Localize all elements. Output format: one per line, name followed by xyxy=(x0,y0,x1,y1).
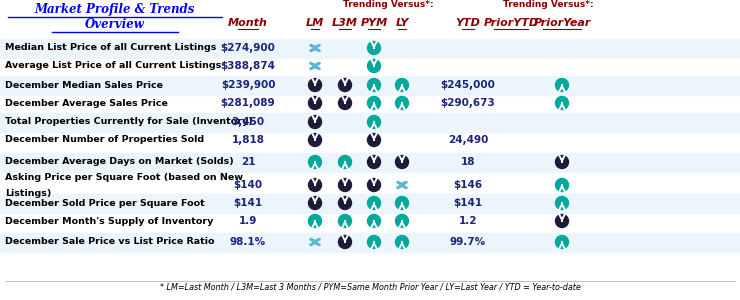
Circle shape xyxy=(395,214,408,227)
Circle shape xyxy=(368,178,380,191)
Circle shape xyxy=(395,196,408,209)
Circle shape xyxy=(309,178,321,191)
Text: $274,900: $274,900 xyxy=(221,43,275,53)
Text: Median List Price of all Current Listings: Median List Price of all Current Listing… xyxy=(5,44,216,52)
Circle shape xyxy=(338,79,352,92)
Text: L3M: L3M xyxy=(332,18,358,28)
Circle shape xyxy=(368,134,380,146)
Circle shape xyxy=(368,236,380,248)
Text: December Sale Price vs List Price Ratio: December Sale Price vs List Price Ratio xyxy=(5,238,215,247)
Circle shape xyxy=(309,134,321,146)
Circle shape xyxy=(368,155,380,169)
Text: Month: Month xyxy=(228,18,268,28)
Text: $388,874: $388,874 xyxy=(221,61,275,71)
Circle shape xyxy=(395,79,408,92)
Text: Total Properties Currently for Sale (Inventory): Total Properties Currently for Sale (Inv… xyxy=(5,118,253,127)
Text: PriorYear: PriorYear xyxy=(534,18,591,28)
Circle shape xyxy=(309,196,321,209)
Circle shape xyxy=(338,196,352,209)
Text: $141: $141 xyxy=(233,198,263,208)
Circle shape xyxy=(395,155,408,169)
Bar xyxy=(0,194,740,212)
Circle shape xyxy=(395,97,408,110)
Circle shape xyxy=(556,178,568,191)
Text: * LM=Last Month / L3M=Last 3 Months / PYM=Same Month Prior Year / LY=Last Year /: * LM=Last Month / L3M=Last 3 Months / PY… xyxy=(160,282,580,291)
Circle shape xyxy=(309,155,321,169)
Text: 1,818: 1,818 xyxy=(232,135,264,145)
Text: December Month's Supply of Inventory: December Month's Supply of Inventory xyxy=(5,217,213,226)
Text: $146: $146 xyxy=(454,180,482,190)
Text: Trending Versus*:: Trending Versus*: xyxy=(343,0,434,9)
Text: PriorYTD: PriorYTD xyxy=(483,18,539,28)
Text: 99.7%: 99.7% xyxy=(450,237,486,247)
Text: $281,089: $281,089 xyxy=(221,98,275,108)
Text: $245,000: $245,000 xyxy=(440,80,496,90)
Text: Trending Versus*:: Trending Versus*: xyxy=(502,0,593,9)
Text: $141: $141 xyxy=(454,198,482,208)
Text: LY: LY xyxy=(395,18,408,28)
Bar xyxy=(0,112,740,131)
Text: Market Profile & Trends: Market Profile & Trends xyxy=(35,3,195,16)
Text: December Number of Properties Sold: December Number of Properties Sold xyxy=(5,136,204,145)
Circle shape xyxy=(338,178,352,191)
Circle shape xyxy=(309,79,321,92)
Circle shape xyxy=(556,214,568,227)
Circle shape xyxy=(338,214,352,227)
Text: 1.9: 1.9 xyxy=(239,216,258,226)
Text: $290,673: $290,673 xyxy=(440,98,495,108)
Text: $239,900: $239,900 xyxy=(221,80,275,90)
Text: 24,490: 24,490 xyxy=(448,135,488,145)
Text: Average List Price of all Current Listings: Average List Price of all Current Listin… xyxy=(5,61,221,70)
Circle shape xyxy=(309,116,321,128)
Text: 21: 21 xyxy=(240,157,255,167)
Circle shape xyxy=(309,214,321,227)
Text: YTD: YTD xyxy=(456,18,480,28)
Bar xyxy=(0,38,740,58)
Text: Asking Price per Square Foot (based on New: Asking Price per Square Foot (based on N… xyxy=(5,172,243,182)
Text: PYM: PYM xyxy=(360,18,388,28)
Circle shape xyxy=(368,196,380,209)
Text: Listings): Listings) xyxy=(5,188,51,197)
Text: 3,450: 3,450 xyxy=(232,117,265,127)
Text: 98.1%: 98.1% xyxy=(230,237,266,247)
Circle shape xyxy=(368,214,380,227)
Circle shape xyxy=(556,97,568,110)
Circle shape xyxy=(556,236,568,248)
Circle shape xyxy=(556,79,568,92)
Bar xyxy=(0,232,740,251)
Text: December Average Days on Market (Solds): December Average Days on Market (Solds) xyxy=(5,158,234,166)
Circle shape xyxy=(338,97,352,110)
Text: December Median Sales Price: December Median Sales Price xyxy=(5,80,163,89)
Text: 1.2: 1.2 xyxy=(459,216,477,226)
Circle shape xyxy=(368,59,380,73)
Circle shape xyxy=(368,41,380,55)
Text: 18: 18 xyxy=(461,157,475,167)
Circle shape xyxy=(368,79,380,92)
Text: December Sold Price per Square Foot: December Sold Price per Square Foot xyxy=(5,199,205,208)
Circle shape xyxy=(395,236,408,248)
Bar xyxy=(0,76,740,94)
Circle shape xyxy=(556,155,568,169)
Bar xyxy=(0,152,740,172)
Text: $140: $140 xyxy=(233,180,263,190)
Circle shape xyxy=(368,97,380,110)
Circle shape xyxy=(556,196,568,209)
Circle shape xyxy=(338,155,352,169)
Text: Overview: Overview xyxy=(85,18,145,31)
Text: LM: LM xyxy=(306,18,324,28)
Text: December Average Sales Price: December Average Sales Price xyxy=(5,98,168,107)
Circle shape xyxy=(309,97,321,110)
Circle shape xyxy=(338,236,352,248)
Circle shape xyxy=(368,116,380,128)
